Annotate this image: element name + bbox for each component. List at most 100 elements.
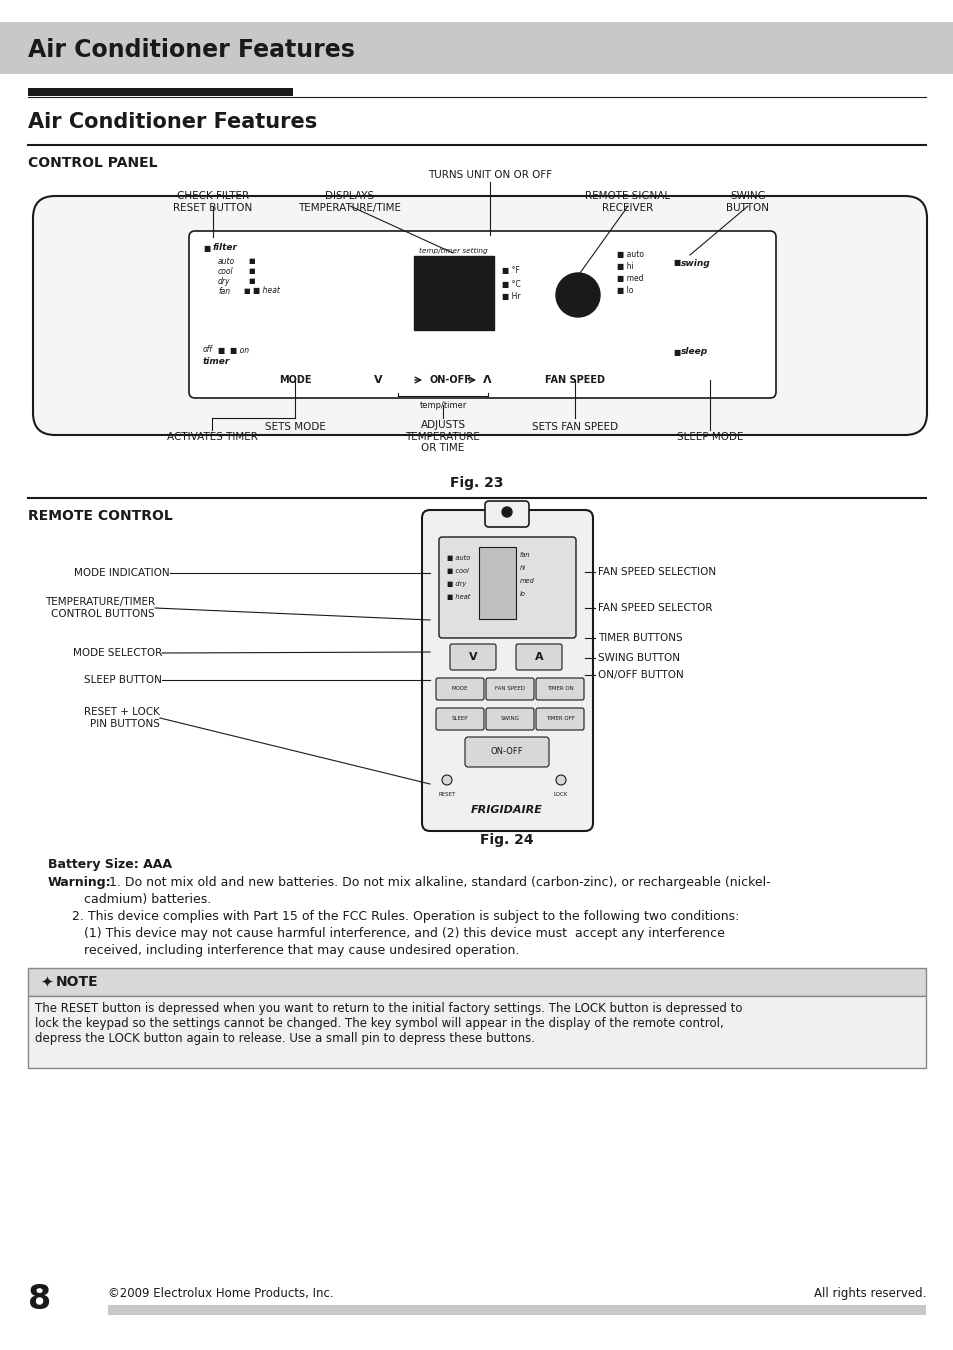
FancyBboxPatch shape: [28, 968, 925, 996]
Text: CONTROL PANEL: CONTROL PANEL: [28, 157, 157, 170]
Text: (1) This device may not cause harmful interference, and (2) this device must  ac: (1) This device may not cause harmful in…: [48, 927, 724, 940]
Text: auto: auto: [218, 256, 234, 266]
Text: ■ heat: ■ heat: [253, 286, 279, 296]
Text: Λ: Λ: [482, 375, 491, 385]
Text: FAN SPEED: FAN SPEED: [495, 687, 524, 691]
Text: NOTE: NOTE: [56, 975, 98, 990]
Text: SLEEP MODE: SLEEP MODE: [676, 432, 742, 441]
FancyBboxPatch shape: [536, 707, 583, 730]
Text: med: med: [519, 578, 535, 585]
Text: hi: hi: [519, 566, 525, 571]
Text: ■: ■: [248, 269, 254, 274]
Text: fan: fan: [218, 286, 230, 296]
Text: SETS MODE: SETS MODE: [264, 423, 325, 432]
Text: cool: cool: [218, 266, 233, 275]
Text: Warning:: Warning:: [48, 876, 112, 890]
FancyBboxPatch shape: [108, 1305, 925, 1315]
Text: A: A: [534, 652, 543, 662]
Text: ■: ■: [672, 258, 679, 267]
FancyBboxPatch shape: [485, 678, 534, 701]
Circle shape: [556, 775, 565, 784]
Text: MODE SELECTOR: MODE SELECTOR: [72, 648, 162, 657]
Text: temp/timer setting: temp/timer setting: [418, 248, 487, 254]
Text: ■: ■: [248, 278, 254, 283]
Text: SWING
BUTTON: SWING BUTTON: [726, 190, 769, 212]
FancyBboxPatch shape: [189, 231, 775, 398]
FancyBboxPatch shape: [414, 256, 494, 329]
Text: REMOTE CONTROL: REMOTE CONTROL: [28, 509, 172, 522]
Text: off: off: [203, 346, 213, 355]
Text: ■ lo: ■ lo: [617, 286, 633, 296]
Text: All rights reserved.: All rights reserved.: [813, 1287, 925, 1300]
Text: RESET: RESET: [438, 792, 456, 796]
Text: TURNS UNIT ON OR OFF: TURNS UNIT ON OR OFF: [428, 170, 552, 180]
FancyBboxPatch shape: [28, 996, 925, 1068]
FancyBboxPatch shape: [28, 88, 293, 96]
Text: REMOTE SIGNAL
RECEIVER: REMOTE SIGNAL RECEIVER: [585, 190, 670, 212]
FancyBboxPatch shape: [516, 644, 561, 670]
Text: ■  ■ on: ■ ■ on: [218, 346, 249, 355]
Text: LOCK: LOCK: [554, 792, 568, 796]
Text: SETS FAN SPEED: SETS FAN SPEED: [532, 423, 618, 432]
Text: ■ dry: ■ dry: [447, 580, 466, 587]
Text: 8: 8: [28, 1282, 51, 1316]
FancyBboxPatch shape: [478, 547, 516, 620]
FancyBboxPatch shape: [0, 22, 953, 74]
Text: TIMER BUTTONS: TIMER BUTTONS: [598, 633, 682, 643]
Text: sleep: sleep: [680, 347, 707, 356]
Text: 1. Do not mix old and new batteries. Do not mix alkaline, standard (carbon-zinc): 1. Do not mix old and new batteries. Do …: [105, 876, 770, 890]
Text: SLEEP BUTTON: SLEEP BUTTON: [84, 675, 162, 684]
Text: ON-OFF: ON-OFF: [429, 375, 471, 385]
FancyBboxPatch shape: [484, 501, 529, 526]
FancyBboxPatch shape: [33, 196, 926, 435]
Text: Air Conditioner Features: Air Conditioner Features: [28, 112, 317, 132]
Text: 2. This device complies with Part 15 of the FCC Rules. Operation is subject to t: 2. This device complies with Part 15 of …: [48, 910, 739, 923]
FancyBboxPatch shape: [450, 644, 496, 670]
Text: V: V: [374, 375, 382, 385]
Text: FAN SPEED: FAN SPEED: [544, 375, 604, 385]
Text: MODE: MODE: [452, 687, 468, 691]
Text: ✦: ✦: [40, 975, 52, 990]
Text: ADJUSTS
TEMPERATURE
OR TIME: ADJUSTS TEMPERATURE OR TIME: [405, 420, 480, 454]
Text: filter: filter: [213, 243, 237, 252]
Text: TIMER ON: TIMER ON: [546, 687, 573, 691]
Text: ■ °F: ■ °F: [501, 266, 519, 275]
Text: SWING: SWING: [500, 717, 519, 721]
Text: ■: ■: [203, 243, 210, 252]
Text: V: V: [468, 652, 476, 662]
FancyBboxPatch shape: [485, 707, 534, 730]
Text: Fig. 24: Fig. 24: [479, 833, 534, 846]
Text: ■: ■: [672, 347, 679, 356]
Text: ON-OFF: ON-OFF: [490, 748, 523, 756]
Text: MODE INDICATION: MODE INDICATION: [74, 568, 170, 578]
Text: TEMPERATURE/TIMER
CONTROL BUTTONS: TEMPERATURE/TIMER CONTROL BUTTONS: [45, 597, 154, 618]
Text: ACTIVATES TIMER: ACTIVATES TIMER: [167, 432, 257, 441]
Text: lo: lo: [519, 591, 525, 597]
Text: ■ auto: ■ auto: [617, 251, 643, 259]
Text: swing: swing: [680, 258, 710, 267]
Circle shape: [556, 273, 599, 317]
Text: dry: dry: [218, 277, 231, 285]
FancyBboxPatch shape: [438, 537, 576, 639]
Text: FRIGIDAIRE: FRIGIDAIRE: [471, 805, 542, 815]
Text: FAN SPEED SELECTOR: FAN SPEED SELECTOR: [598, 603, 712, 613]
Text: RESET + LOCK
PIN BUTTONS: RESET + LOCK PIN BUTTONS: [84, 707, 160, 729]
Text: cadmium) batteries.: cadmium) batteries.: [48, 892, 211, 906]
Text: ■ auto: ■ auto: [447, 555, 470, 562]
Circle shape: [501, 508, 512, 517]
Text: FAN SPEED SELECTION: FAN SPEED SELECTION: [598, 567, 716, 576]
Text: ■ Hr: ■ Hr: [501, 293, 520, 301]
FancyBboxPatch shape: [464, 737, 548, 767]
FancyBboxPatch shape: [436, 707, 483, 730]
Text: Battery Size: AAA: Battery Size: AAA: [48, 859, 172, 871]
Text: ■ hi: ■ hi: [617, 262, 633, 271]
Text: fan: fan: [519, 552, 530, 558]
Text: ©2009 Electrolux Home Products, Inc.: ©2009 Electrolux Home Products, Inc.: [108, 1287, 334, 1300]
Text: CHECK FILTER
RESET BUTTON: CHECK FILTER RESET BUTTON: [173, 190, 253, 212]
FancyBboxPatch shape: [536, 678, 583, 701]
Text: temp/timer: temp/timer: [419, 401, 466, 410]
FancyBboxPatch shape: [421, 510, 593, 832]
Text: ■ heat: ■ heat: [447, 594, 470, 599]
Text: DISPLAYS
TEMPERATURE/TIME: DISPLAYS TEMPERATURE/TIME: [298, 190, 401, 212]
Text: SLEEP: SLEEP: [452, 717, 468, 721]
